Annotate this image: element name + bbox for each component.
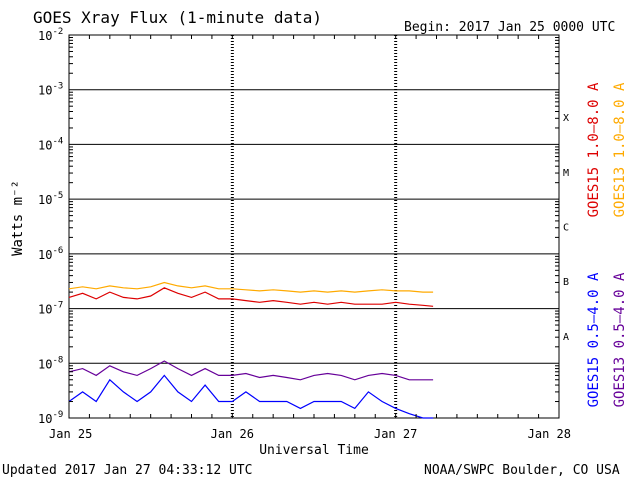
credit-label: NOAA/SWPC Boulder, CO USA (424, 463, 620, 478)
begin-label: Begin: 2017 Jan 25 0000 UTC (404, 20, 615, 35)
y-tick-label-1e-6: 10-6 (38, 246, 63, 262)
legend: GOES15 1.0–8.0 A GOES13 1.0–8.0 A GOES15 0… (586, 82, 628, 407)
plot-frame (68, 34, 560, 419)
flare-class-C: C (563, 223, 569, 234)
legend-entry-1: GOES13 1.0–8.0 A (612, 82, 628, 217)
y-tick-label-1e-8: 10-8 (38, 355, 63, 371)
x-axis-ticks: Jan 25 Jan 26 Jan 27 Jan 28 (49, 35, 571, 441)
x-tick-label-1: Jan 26 (211, 427, 254, 441)
series-line-0 (68, 287, 434, 307)
y-axis-label: Watts m⁻² (10, 180, 26, 256)
y-tick-label-1e-7: 10-7 (38, 301, 63, 317)
series-line-2 (68, 374, 434, 419)
series-lines (68, 281, 434, 419)
y-tick-label-1e-4: 10-4 (38, 136, 63, 152)
x-tick-label-0: Jan 25 (49, 427, 92, 441)
x-tick-label-3: Jan 28 (528, 427, 571, 441)
flare-class-M: M (563, 168, 569, 179)
day-dividers (230, 35, 398, 418)
flare-class-X: X (563, 113, 569, 124)
y-tick-label-1e-3: 10-3 (38, 82, 63, 98)
y-axis-ticks: 10-2 10-3 10-4 10-5 10-6 10-7 10-8 10-9 (38, 27, 559, 426)
y-tick-label-1e-9: 10-9 (38, 410, 63, 426)
chart-title: GOES Xray Flux (1-minute data) (33, 8, 322, 27)
series-line-3 (68, 360, 434, 381)
y-tick-label-1e-2: 10-2 (38, 27, 63, 43)
legend-entry-3: GOES13 0.5–4.0 A (612, 272, 628, 407)
updated-timestamp: Updated 2017 Jan 27 04:33:12 UTC (2, 463, 252, 478)
legend-entry-2: GOES15 0.5–4.0 A (586, 272, 602, 407)
x-axis-label: Universal Time (259, 443, 369, 458)
x-tick-label-2: Jan 27 (374, 427, 417, 441)
gridlines (69, 89, 559, 364)
series-line-1 (68, 281, 434, 293)
flare-class-labels: X M C B A (563, 113, 569, 343)
y-tick-label-1e-5: 10-5 (38, 191, 63, 207)
flare-class-A: A (563, 332, 569, 343)
legend-entry-0: GOES15 1.0–8.0 A (586, 82, 602, 217)
flare-class-B: B (563, 277, 569, 288)
